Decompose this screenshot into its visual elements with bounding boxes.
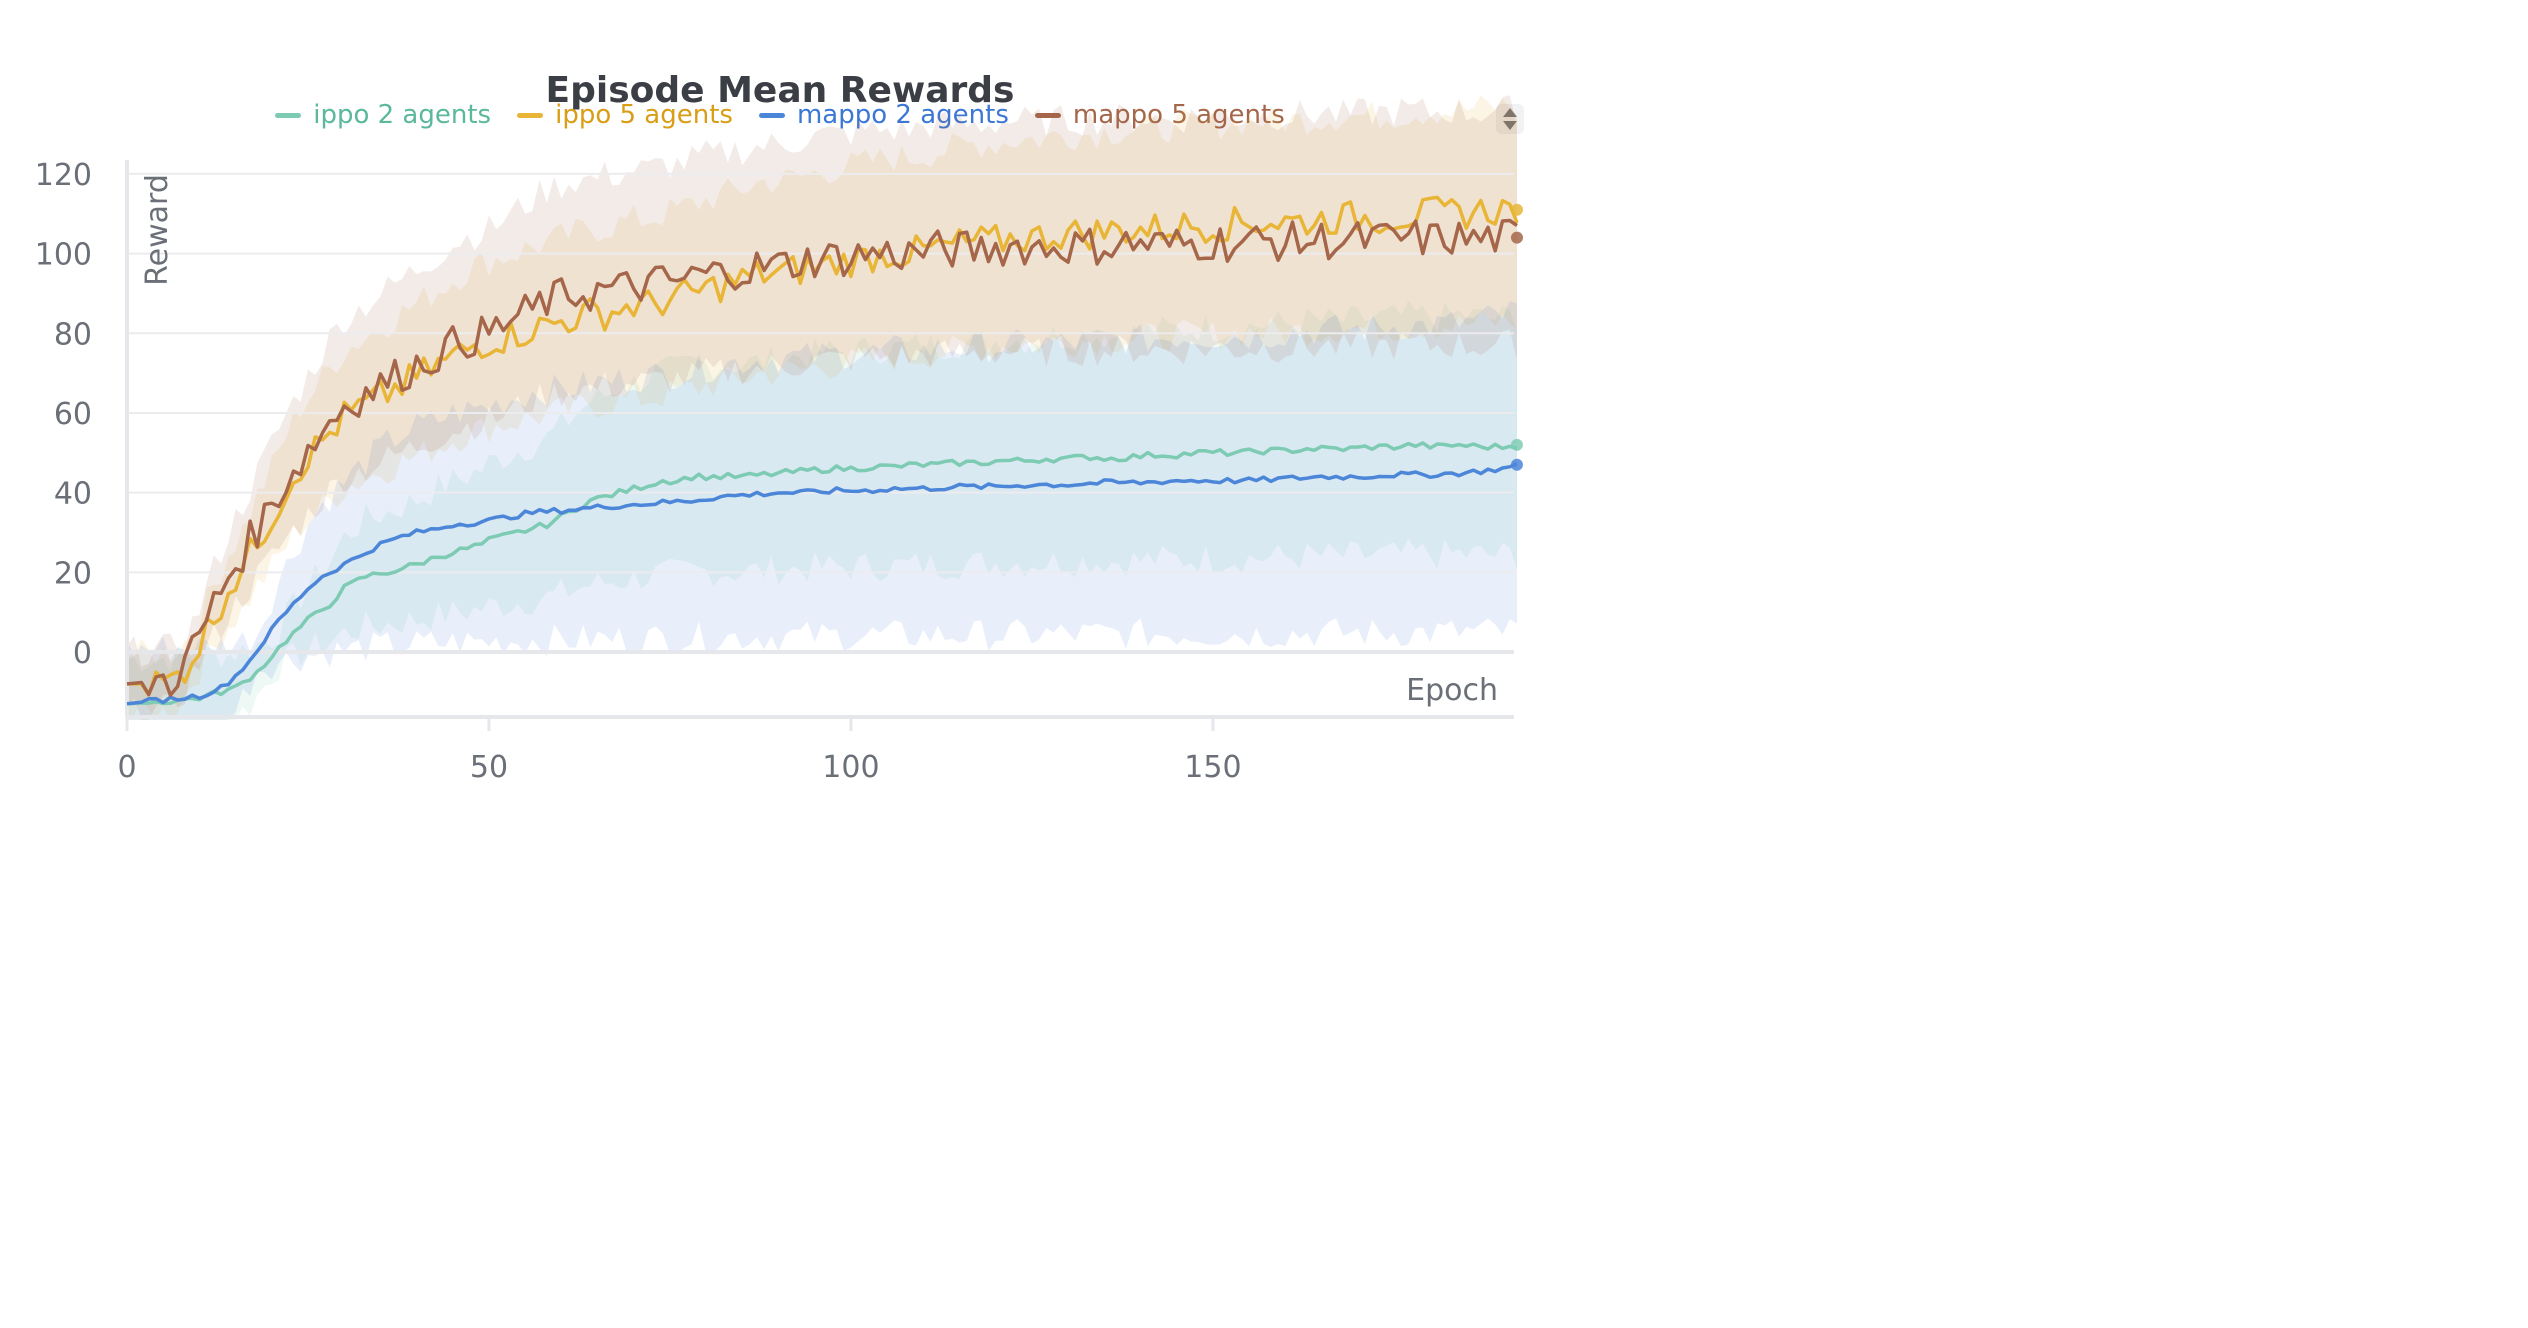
legend-swatch-ippo-5	[517, 112, 544, 118]
legend-item-ippo-5-agents[interactable]: ippo 5 agents	[517, 100, 733, 130]
series-lines	[126, 195, 1519, 706]
legend-label-ippo-5: ippo 5 agents	[555, 100, 733, 130]
legend-label-mappo-5: mappo 5 agents	[1072, 100, 1285, 130]
legend-label-mappo-2: mappo 2 agents	[796, 100, 1009, 130]
y-tick-label: 80	[54, 317, 92, 352]
y-tick-label: 120	[35, 158, 92, 193]
legend-item-ippo-2-agents[interactable]: ippo 2 agents	[275, 100, 491, 130]
line-ippo-2-agents	[126, 441, 1518, 706]
x-axis-label: Epoch	[1406, 673, 1498, 708]
band-mappo-2-agents	[127, 301, 1517, 720]
chart-title: Episode Mean Rewards	[545, 70, 1015, 111]
y-tick-label: 20	[54, 556, 92, 591]
band-ippo-5-agents	[127, 95, 1517, 720]
confidence-bands	[127, 95, 1517, 720]
legend-item-mappo-2-agents[interactable]: mappo 2 agents	[758, 100, 1009, 130]
y-axis-label: Reward	[140, 174, 175, 286]
endpoint-ippo-2-agents	[1510, 438, 1523, 451]
line-mappo-5-agents	[126, 218, 1518, 697]
x-tick-label: 100	[822, 750, 879, 785]
y-tick-label: 100	[35, 238, 92, 273]
tick-labels: 0 20 40 60 80 100 120 0 50 100 150	[35, 158, 1242, 785]
legend-item-mappo-5-agents[interactable]: mappo 5 agents	[1034, 100, 1285, 130]
y-tick-label: 40	[54, 477, 92, 512]
legend: ippo 2 agents ippo 5 agents mappo 2 agen…	[0, 100, 1560, 130]
endpoint-mappo-5-agents	[1510, 231, 1523, 244]
legend-scroll-toggle[interactable]	[1496, 104, 1524, 134]
legend-swatch-ippo-2	[275, 112, 302, 118]
band-mappo-5-agents	[127, 95, 1517, 720]
legend-swatch-mappo-2	[758, 112, 785, 118]
series-endpoints	[1510, 203, 1523, 471]
x-tick-label: 50	[470, 750, 508, 785]
legend-label-ippo-2: ippo 2 agents	[313, 100, 492, 130]
endpoint-mappo-2-agents	[1510, 458, 1523, 471]
x-tick-label: 0	[117, 750, 136, 785]
axes	[125, 160, 1514, 719]
endpoint-ippo-5-agents	[1510, 203, 1523, 216]
line-mappo-2-agents	[126, 462, 1518, 706]
y-tick-label: 0	[73, 636, 92, 671]
y-tick-label: 60	[54, 397, 92, 432]
legend-swatch-mappo-5	[1034, 112, 1061, 118]
band-ippo-2-agents	[127, 300, 1517, 720]
x-tick-label: 150	[1184, 750, 1241, 785]
